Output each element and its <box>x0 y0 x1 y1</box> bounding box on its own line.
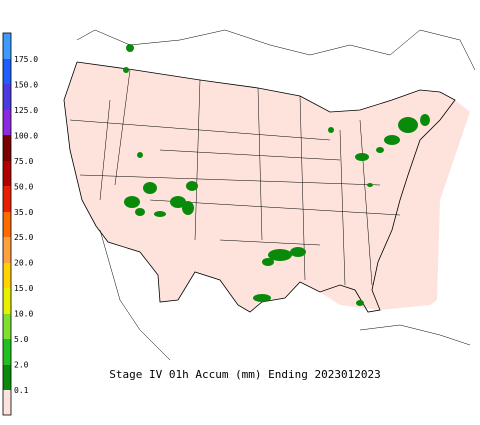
color-swatch <box>3 365 11 390</box>
legend-label: 100.0 <box>14 131 38 140</box>
color-swatch <box>3 135 11 161</box>
legend-labels: 175.0 150.0 125.0 100.0 75.0 50.0 35.0 25.0 20.0… <box>14 55 38 395</box>
color-swatch <box>3 263 11 288</box>
color-swatch <box>3 237 11 263</box>
color-swatch <box>3 110 11 135</box>
legend-label: 75.0 <box>14 157 33 166</box>
color-swatch <box>3 339 11 365</box>
color-swatch <box>3 186 11 212</box>
color-swatch <box>3 33 11 59</box>
state-lines <box>69 69 401 286</box>
legend-label: 50.0 <box>14 182 33 191</box>
legend-label: 20.0 <box>14 259 33 268</box>
legend-label: 15.0 <box>14 284 33 293</box>
legend-label: 125.0 <box>14 106 38 115</box>
color-swatch <box>3 84 11 110</box>
legend-label: 2.0 <box>14 361 29 370</box>
legend-label: 150.0 <box>14 80 38 89</box>
map-title: Stage IV 01h Accum (mm) Ending 202301202… <box>109 368 381 381</box>
color-swatch <box>3 212 11 237</box>
precip-areas <box>123 44 430 306</box>
legend-label: 0.1 <box>14 386 29 395</box>
color-swatch <box>3 314 11 339</box>
map <box>63 29 476 361</box>
color-swatch <box>3 390 11 415</box>
legend-label: 10.0 <box>14 310 33 319</box>
coverage-area <box>64 62 470 312</box>
color-bar-frame <box>2 32 12 416</box>
color-swatch <box>3 59 11 84</box>
color-bar <box>2 32 12 416</box>
legend-label: 175.0 <box>14 55 38 64</box>
color-swatch <box>3 288 11 314</box>
color-swatch <box>3 161 11 186</box>
legend-label: 25.0 <box>14 233 33 242</box>
legend-label: 35.0 <box>14 208 33 217</box>
neighbor-borders <box>76 29 476 361</box>
legend-label: 5.0 <box>14 335 29 344</box>
